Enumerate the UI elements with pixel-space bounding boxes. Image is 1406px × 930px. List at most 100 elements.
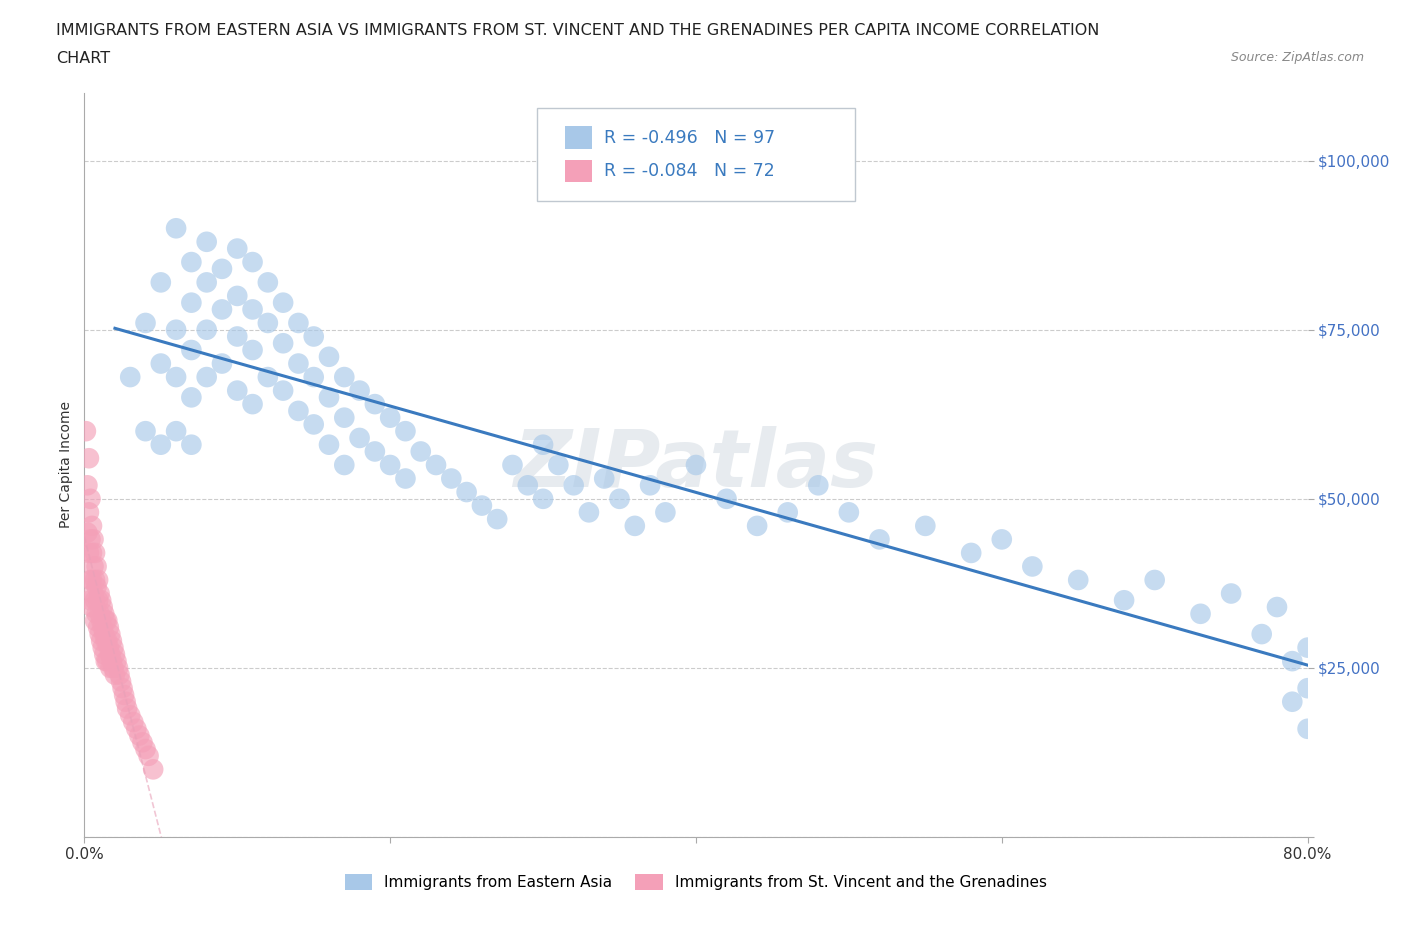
Point <box>440 472 463 486</box>
Point <box>1250 627 1272 642</box>
Point <box>79 491 101 506</box>
Point <box>114 695 136 710</box>
Point <box>80 573 103 588</box>
Point <box>195 369 218 384</box>
Point <box>562 478 585 493</box>
Point <box>94 654 117 669</box>
Point <box>110 674 132 689</box>
Point <box>471 498 494 513</box>
Point <box>80 546 103 561</box>
Point <box>128 728 150 743</box>
Point <box>98 660 121 675</box>
Text: R = -0.084   N = 72: R = -0.084 N = 72 <box>605 162 775 180</box>
Point <box>107 660 129 675</box>
Point <box>349 383 371 398</box>
Point <box>105 654 128 669</box>
Point <box>120 369 142 384</box>
Point <box>1220 586 1243 601</box>
Point <box>84 546 107 561</box>
Point <box>131 735 153 750</box>
Point <box>91 600 114 615</box>
Point <box>318 350 340 365</box>
Text: R = -0.496   N = 97: R = -0.496 N = 97 <box>605 128 775 147</box>
Point <box>624 518 647 533</box>
Point <box>165 220 187 235</box>
Point <box>165 323 187 338</box>
Point <box>94 633 117 648</box>
Text: Source: ZipAtlas.com: Source: ZipAtlas.com <box>1230 51 1364 64</box>
Legend: Immigrants from Eastern Asia, Immigrants from St. Vincent and the Grenadines: Immigrants from Eastern Asia, Immigrants… <box>339 868 1053 897</box>
Point <box>807 478 830 493</box>
Point <box>77 505 100 520</box>
Point <box>654 505 676 520</box>
Point <box>90 613 112 628</box>
Point <box>638 478 661 493</box>
Point <box>96 654 118 669</box>
Point <box>380 410 402 425</box>
Point <box>97 620 120 635</box>
Point <box>180 255 202 270</box>
Point <box>87 620 110 635</box>
Point <box>609 491 631 506</box>
Point <box>333 369 356 384</box>
Point <box>226 241 249 256</box>
Point <box>79 532 101 547</box>
Point <box>90 592 112 607</box>
Point <box>394 472 416 486</box>
Point <box>333 458 356 472</box>
Point <box>86 579 108 594</box>
Point <box>86 559 108 574</box>
Point <box>115 701 138 716</box>
Y-axis label: Per Capita Income: Per Capita Income <box>59 402 73 528</box>
Point <box>271 295 294 310</box>
Point <box>1296 722 1319 737</box>
Point <box>84 592 107 607</box>
Point <box>103 660 125 675</box>
Point <box>90 633 112 648</box>
Point <box>80 518 103 533</box>
Point <box>287 315 309 330</box>
Point <box>226 288 249 303</box>
Point <box>1067 573 1090 588</box>
Point <box>87 592 110 607</box>
Point <box>76 478 98 493</box>
Point <box>96 613 118 628</box>
Point <box>96 633 118 648</box>
Point <box>195 323 218 338</box>
Point <box>486 512 509 526</box>
Point <box>122 714 145 729</box>
Point <box>86 606 108 621</box>
Point <box>349 431 371 445</box>
Point <box>165 369 187 384</box>
Point <box>97 640 120 655</box>
Point <box>226 383 249 398</box>
Point <box>180 390 202 405</box>
Point <box>747 518 769 533</box>
Point <box>1114 592 1136 607</box>
Point <box>302 369 325 384</box>
Point <box>318 390 340 405</box>
Point <box>1265 600 1288 615</box>
Point <box>142 762 165 777</box>
Point <box>776 505 799 520</box>
Point <box>80 600 103 615</box>
Point <box>211 261 233 276</box>
Point <box>135 741 157 756</box>
Point <box>149 356 172 371</box>
Point <box>104 667 127 682</box>
Point <box>84 573 107 588</box>
Point <box>1296 640 1319 655</box>
Point <box>531 437 554 452</box>
Point <box>79 573 101 588</box>
Point <box>75 424 97 439</box>
Point <box>364 397 387 412</box>
Point <box>77 546 100 561</box>
Point <box>242 302 264 317</box>
Bar <box>565 126 592 149</box>
Point <box>302 329 325 344</box>
Point <box>120 708 142 723</box>
Point <box>869 532 891 547</box>
Point <box>91 640 114 655</box>
Point <box>716 491 738 506</box>
Point <box>104 647 127 662</box>
